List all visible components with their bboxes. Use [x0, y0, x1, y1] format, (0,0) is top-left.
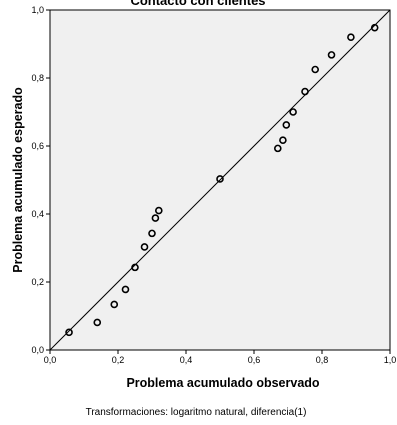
y-tick-label: 0,8: [31, 73, 44, 83]
x-tick-label: 0,4: [180, 355, 193, 365]
data-point: [65, 328, 73, 337]
data-point: [216, 175, 224, 183]
y-tick-label: 1,0: [31, 5, 44, 15]
data-point: [282, 121, 291, 129]
data-point: [273, 144, 282, 153]
reference-line: [49, 9, 391, 351]
x-tick-label: 0,6: [248, 355, 261, 365]
data-point: [289, 108, 297, 116]
data-point: [301, 87, 309, 96]
data-point: [121, 285, 130, 294]
data-point: [93, 318, 102, 327]
data-point: [148, 229, 156, 238]
x-tick-label: 0,0: [44, 355, 57, 365]
axis-ticks: 0,0 0,2 0,4 0,6 0,8 1,0 0,0 0,2 0,4 0,6 0,8 1,0: [31, 5, 396, 365]
x-tick-label: 1,0: [384, 355, 397, 365]
data-point: [347, 33, 355, 42]
data-point: [110, 300, 119, 309]
y-tick-label: 0,6: [31, 141, 44, 151]
chart-title: Contacto con clientes: [130, 0, 265, 8]
x-axis-label: Problema acumulado observado: [126, 376, 319, 390]
data-point: [151, 214, 160, 222]
chart-footnote: Transformaciones: logaritmo natural, dif…: [86, 407, 307, 418]
y-tick-label: 0,2: [31, 277, 44, 287]
data-point: [131, 263, 139, 272]
x-tick-label: 0,2: [112, 355, 125, 365]
data-point: [327, 51, 336, 59]
data-point: [155, 206, 163, 215]
data-point: [311, 65, 320, 74]
data-points: [65, 23, 379, 337]
data-point: [279, 136, 287, 145]
data-point: [370, 23, 379, 32]
y-axis-label: Problema acumulado esperado: [11, 87, 25, 273]
x-tick-label: 0,8: [316, 355, 329, 365]
y-tick-label: 0,4: [31, 209, 44, 219]
data-point: [140, 243, 149, 251]
y-tick-label: 0,0: [31, 345, 44, 355]
